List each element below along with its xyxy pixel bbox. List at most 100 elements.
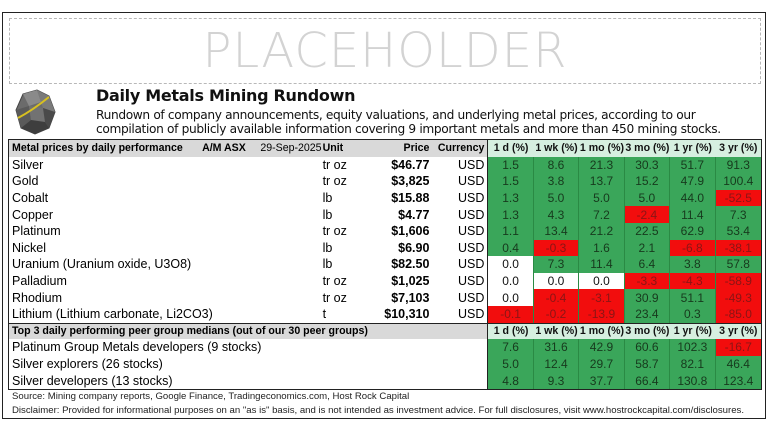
peer-change-1yr: 102.3 [670, 339, 716, 356]
change-3mo: -2.4 [624, 206, 671, 223]
change-1d: -0.1 [488, 305, 534, 323]
change-3yr: -49.3 [715, 289, 761, 306]
change-3mo: 30.9 [624, 289, 671, 306]
col-1yr: 1 yr (%) [670, 140, 716, 157]
change-1mo: 0.0 [579, 272, 625, 290]
metal-currency: USD [429, 173, 489, 190]
metal-row: Rhodium tr oz $7,103 USD 0.0 -0.4 -3.1 30.9 51.1… [9, 289, 761, 306]
change-1wk: 13.4 [533, 222, 580, 240]
metals-table-title: Metal prices by daily performance [12, 142, 183, 155]
metal-currency: USD [429, 256, 489, 273]
change-3mo: 5.0 [624, 189, 671, 207]
col-currency: Currency [429, 140, 489, 157]
metal-unit: t [322, 307, 327, 322]
change-1mo: 21.3 [579, 156, 625, 174]
peer-col-1wk: 1 wk (%) [533, 323, 580, 340]
col-3mo: 3 mo (%) [624, 140, 671, 157]
change-1yr: 62.9 [670, 222, 716, 240]
metal-unit: lb [322, 240, 333, 255]
metal-row: Cobalt lb $15.88 USD 1.3 5.0 5.0 5.0 44.0 -52.5 [9, 189, 761, 207]
source-note: Source: Mining company reports, Google F… [12, 391, 410, 402]
change-1yr: 3.8 [670, 256, 716, 273]
change-1yr: 0.3 [670, 305, 716, 323]
change-1d: 1.5 [488, 156, 534, 174]
image-placeholder: PLACEHOLDER [9, 18, 761, 84]
metal-unit: lb [322, 207, 333, 222]
change-1wk: 8.6 [533, 156, 580, 174]
peer-change-3yr: 123.4 [715, 372, 761, 389]
metal-row: Nickel lb $6.90 USD 0.4 -0.3 1.6 2.1 -6.8 -38.1 [9, 239, 761, 257]
metal-currency: USD [429, 156, 489, 174]
peer-change-1d: 7.6 [488, 339, 534, 356]
metal-price: $10,310 [384, 307, 430, 322]
change-1d: 0.0 [488, 289, 534, 306]
change-1yr: 11.4 [670, 206, 716, 223]
rock-ore-icon [15, 89, 56, 135]
change-3mo: 22.5 [624, 222, 671, 240]
metal-price: $1,606 [391, 224, 430, 239]
metal-row: Lithium (Lithium carbonate, Li2CO3) t $10,… [9, 305, 761, 323]
peer-change-1wk: 31.6 [533, 339, 580, 356]
peer-col-1d: 1 d (%) [488, 323, 534, 340]
metal-price: $3,825 [391, 174, 430, 189]
change-1yr: 44.0 [670, 189, 716, 207]
change-1yr: 51.1 [670, 289, 716, 306]
peer-col-1yr: 1 yr (%) [670, 323, 716, 340]
metal-name: Copper [12, 207, 53, 222]
col-price: Price [403, 142, 430, 155]
change-1d: 0.0 [488, 256, 534, 273]
metal-name: Uranium (Uranium oxide, U3O8) [12, 257, 192, 272]
metal-currency: USD [429, 206, 489, 223]
change-3yr: 57.8 [715, 256, 761, 273]
metal-unit: tr oz [322, 174, 347, 189]
metal-row: Gold tr oz $3,825 USD 1.5 3.8 13.7 15.2 47.9 100.… [9, 173, 761, 190]
change-3yr: -58.9 [715, 272, 761, 290]
report-subtitle: Rundown of company announcements, equity… [96, 108, 721, 136]
metal-currency: USD [429, 239, 489, 257]
metal-row: Silver tr oz $46.77 USD 1.5 8.6 21.3 30.3 51.7 91… [9, 156, 761, 174]
metal-unit: lb [322, 191, 333, 206]
metal-name: Platinum [12, 224, 61, 239]
change-1mo: 11.4 [579, 256, 625, 273]
peer-change-1mo: 37.7 [579, 372, 625, 389]
change-1d: 0.0 [488, 272, 534, 290]
metal-name: Gold [12, 174, 39, 189]
metal-name: Nickel [12, 240, 47, 255]
metal-name: Silver [12, 157, 44, 172]
metal-row: Palladium tr oz $1,025 USD 0.0 0.0 0.0 -3.3 -4.3… [9, 272, 761, 290]
change-1mo: 13.7 [579, 173, 625, 190]
change-3yr: 91.3 [715, 156, 761, 174]
peer-table-header: Top 3 daily performing peer group median… [9, 322, 761, 340]
peer-table-title: Top 3 daily performing peer group median… [9, 323, 489, 340]
change-3yr: 100.4 [715, 173, 761, 190]
metal-price: $4.77 [398, 207, 430, 222]
metal-price: $6.90 [398, 240, 430, 255]
change-1yr: -4.3 [670, 272, 716, 290]
metal-row: Copper lb $4.77 USD 1.3 4.3 7.2 -2.4 11.4 7.3 [9, 206, 761, 223]
metal-row: Uranium (Uranium oxide, U3O8) lb $82.50 USD… [9, 256, 761, 273]
change-1yr: 47.9 [670, 173, 716, 190]
date-label: 29-Sep-2025 [260, 142, 322, 155]
change-1wk: -0.2 [533, 305, 580, 323]
change-3yr: 53.4 [715, 222, 761, 240]
change-3mo: 2.1 [624, 239, 671, 257]
metals-table-title-cell: Metal prices by daily performance A/M AS… [9, 140, 322, 157]
metal-unit: tr oz [322, 274, 347, 289]
col-3yr: 3 yr (%) [715, 140, 761, 157]
metal-unit: tr oz [322, 224, 347, 239]
metal-name: Rhodium [12, 290, 63, 305]
peer-group-row: Silver explorers (26 stocks) 5.0 12.4 29.7 5… [9, 355, 761, 373]
metals-table-body: Silver tr oz $46.77 USD 1.5 8.6 21.3 30.3 51.7 91… [9, 156, 761, 323]
change-3yr: 7.3 [715, 206, 761, 223]
change-3yr: -85.0 [715, 305, 761, 323]
peer-group-name: Silver developers (13 stocks) [9, 372, 489, 389]
change-1d: 1.3 [488, 189, 534, 207]
metals-table: Metal prices by daily performance A/M AS… [8, 139, 762, 390]
peer-change-1yr: 82.1 [670, 355, 716, 373]
change-1wk: 7.3 [533, 256, 580, 273]
metal-price: $82.50 [391, 257, 430, 272]
peer-change-3mo: 58.7 [624, 355, 671, 373]
peer-group-name: Platinum Group Metals developers (9 stoc… [9, 339, 489, 356]
peer-group-row: Silver developers (13 stocks) 4.8 9.3 37.7 6… [9, 372, 761, 389]
change-1wk: -0.4 [533, 289, 580, 306]
